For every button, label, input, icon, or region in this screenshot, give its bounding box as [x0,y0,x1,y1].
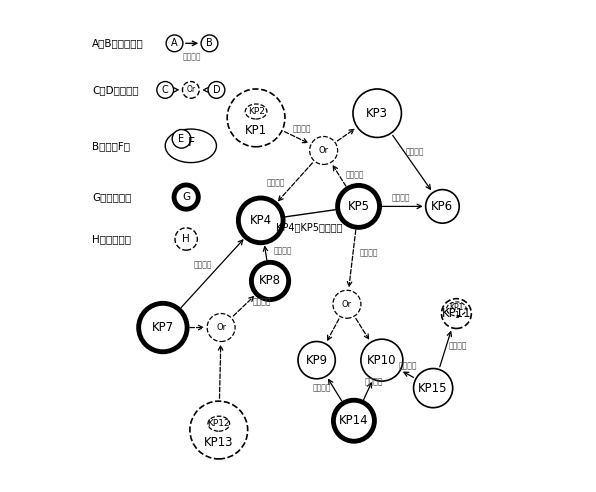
Text: 先序关系: 先序关系 [346,170,364,179]
Text: KP6: KP6 [432,200,454,213]
Circle shape [182,82,199,98]
Circle shape [238,198,283,243]
Text: Or: Or [319,146,328,155]
Text: KP10: KP10 [367,354,396,367]
Text: 先序关系: 先序关系 [398,361,417,370]
Circle shape [190,401,248,459]
Circle shape [207,313,235,341]
Text: Or: Or [187,86,195,94]
Text: KP1: KP1 [245,123,267,136]
Text: 先序关系: 先序关系 [182,52,201,61]
Text: F: F [187,136,194,149]
Text: KP12: KP12 [207,419,230,428]
Circle shape [310,136,337,164]
Circle shape [426,189,459,223]
Text: KP14: KP14 [339,414,369,427]
Text: 先序关系: 先序关系 [313,384,331,393]
Circle shape [166,35,183,52]
Text: D: D [213,85,221,95]
Text: KP2: KP2 [247,107,265,116]
Circle shape [333,400,374,441]
Text: G是必要节点: G是必要节点 [92,192,132,202]
Text: KP5: KP5 [347,200,370,213]
Text: 先序关系: 先序关系 [193,260,212,269]
Circle shape [208,82,225,98]
Text: KP4: KP4 [250,214,272,227]
Text: 先序关系: 先序关系 [449,341,467,351]
Circle shape [175,228,197,250]
Text: E: E [178,134,185,144]
Text: KP7: KP7 [152,321,174,334]
Circle shape [442,299,471,329]
Text: H是游离节点: H是游离节点 [92,234,131,244]
Text: 先序关系: 先序关系 [292,124,311,133]
Ellipse shape [446,302,466,316]
Ellipse shape [208,416,229,431]
Text: Or: Or [216,323,226,332]
Circle shape [337,185,380,227]
Circle shape [333,290,361,318]
Ellipse shape [165,129,216,162]
Text: 先序关系: 先序关系 [391,193,410,203]
Text: C: C [162,85,169,95]
Text: Or: Or [342,300,352,309]
Text: 先序关系: 先序关系 [274,246,293,255]
Text: 1: 1 [454,311,459,320]
Text: KP4与KP5为与关系: KP4与KP5为与关系 [277,222,343,232]
Text: 先序关系: 先序关系 [364,377,383,387]
Circle shape [201,35,218,52]
Text: H: H [182,234,190,244]
Text: A: A [171,38,178,48]
Text: KP11: KP11 [442,307,471,320]
Circle shape [361,339,403,381]
Text: B蕴含在F中: B蕴含在F中 [92,141,130,151]
Circle shape [139,303,187,352]
Ellipse shape [245,104,267,119]
Text: KP1: KP1 [449,303,464,311]
Circle shape [298,341,336,379]
Circle shape [157,82,173,98]
Text: KP8: KP8 [259,275,281,287]
Circle shape [227,89,285,147]
Text: C和D是或关系: C和D是或关系 [92,85,139,95]
Circle shape [174,185,198,209]
Text: 先序关系: 先序关系 [266,179,285,187]
Circle shape [252,262,288,300]
Text: 先序关系: 先序关系 [253,297,271,307]
Text: G: G [182,192,190,202]
Text: A是B的先序结点: A是B的先序结点 [92,38,144,48]
Text: KP13: KP13 [204,436,234,449]
Text: KP3: KP3 [366,107,388,120]
Circle shape [172,129,191,148]
Text: B: B [206,38,213,48]
Circle shape [353,89,402,137]
Text: 先序关系: 先序关系 [405,147,424,156]
Text: KP15: KP15 [418,382,448,395]
Circle shape [414,369,453,408]
Text: KP9: KP9 [306,354,328,367]
Text: 先序关系: 先序关系 [360,248,378,257]
